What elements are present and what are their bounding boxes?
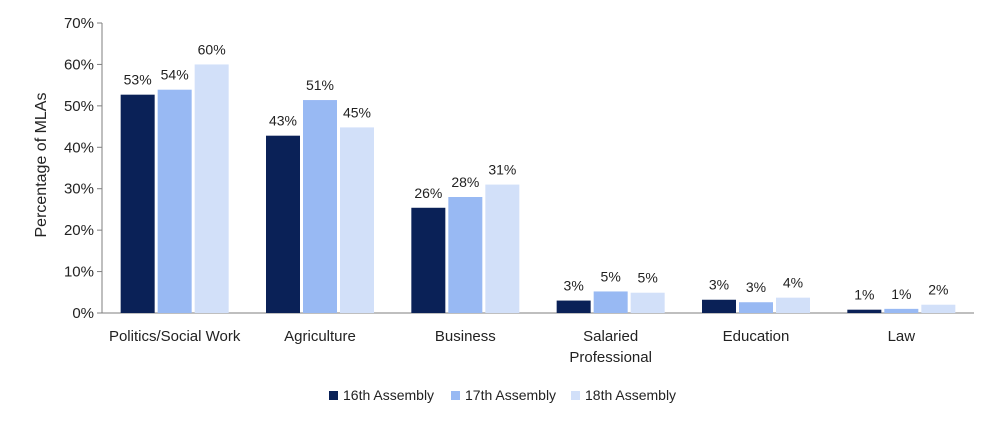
bar (921, 304, 956, 313)
data-label: 60% (198, 41, 226, 57)
data-label: 26% (414, 185, 442, 201)
data-label: 4% (783, 275, 803, 291)
bar (630, 292, 665, 313)
legend-label: 18th Assembly (585, 387, 676, 403)
legend-label: 17th Assembly (465, 387, 556, 403)
y-axis-title: Percentage of MLAs (33, 93, 50, 238)
data-label: 2% (928, 282, 948, 298)
bar (411, 207, 446, 313)
bar (847, 309, 882, 313)
data-label: 1% (891, 286, 911, 302)
legend-swatch (571, 391, 580, 400)
x-tick-label: Professional (569, 349, 652, 366)
bar (120, 94, 155, 314)
data-label: 53% (124, 72, 152, 88)
data-label: 54% (161, 67, 189, 83)
y-tick-label: 0% (72, 305, 94, 322)
y-tick-label: 50% (64, 98, 94, 115)
bar (303, 100, 337, 313)
bar (556, 300, 591, 313)
bar (702, 299, 736, 313)
y-tick-label: 20% (64, 222, 94, 239)
y-tick-label: 10% (64, 264, 94, 281)
data-label: 1% (854, 287, 874, 303)
data-label: 3% (746, 279, 766, 295)
data-label: 51% (306, 77, 334, 93)
bars (120, 64, 956, 314)
data-label: 3% (709, 277, 729, 293)
bar (157, 89, 192, 313)
x-tick-label: Law (888, 328, 916, 345)
y-tick-label: 40% (64, 139, 94, 156)
y-tick-label: 30% (64, 181, 94, 198)
x-tick-label: Agriculture (284, 328, 356, 345)
data-label: 45% (343, 104, 371, 120)
legend-swatch (451, 391, 460, 400)
x-tick-label: Salaried (583, 328, 638, 345)
y-tick-label: 70% (64, 15, 94, 32)
y-tick-label: 60% (64, 56, 94, 73)
data-label: 43% (269, 113, 297, 129)
bar (776, 297, 810, 313)
bar (485, 184, 520, 313)
bar (593, 291, 628, 313)
data-labels: 53% 43% 26% 3% 3% 1% 54% 51% 28% 5% 3% 1% 60% 45% 31% 5… (124, 41, 949, 302)
data-label: 5% (601, 268, 621, 284)
bar (194, 64, 229, 313)
data-label: 31% (488, 162, 516, 178)
x-tick-label: Business (435, 328, 496, 345)
bar (448, 197, 483, 313)
x-tick-label: Education (723, 328, 790, 345)
y-axis: 0% 10% 20% 30% 40% 50% 60% 70% (64, 15, 974, 322)
legend-swatch (329, 391, 338, 400)
data-label: 5% (638, 270, 658, 286)
bar (340, 127, 374, 314)
data-label: 3% (564, 278, 584, 294)
bar (739, 302, 773, 313)
data-label: 28% (451, 174, 479, 190)
bar (266, 135, 300, 313)
legend-label: 16th Assembly (343, 387, 434, 403)
x-tick-label: Politics/Social Work (109, 328, 241, 345)
x-axis-labels: Politics/Social Work Agriculture Business S… (109, 328, 915, 366)
bar (884, 308, 919, 313)
legend: 16th Assembly 17th Assembly 18th Assembly (329, 387, 676, 403)
